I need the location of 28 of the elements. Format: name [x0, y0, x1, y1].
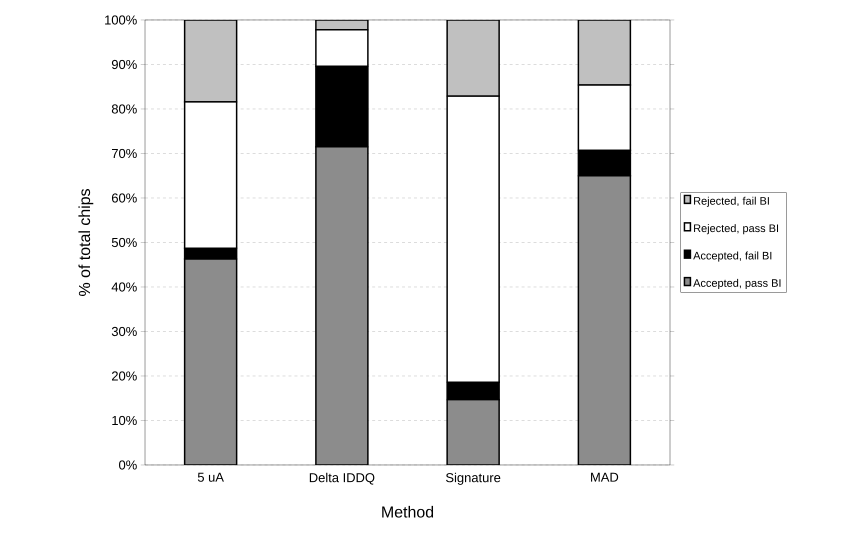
y-tick-label: 80% [112, 104, 137, 114]
y-tick-label: 60% [112, 193, 137, 203]
legend-label: Rejected, fail BI [694, 196, 769, 207]
y-axis-title: % of total chips [78, 189, 94, 296]
bar [184, 258, 238, 465]
bar [446, 20, 500, 97]
bar [578, 174, 632, 465]
x-axis-title: Method [382, 506, 434, 518]
legend-label: Accepted, fail BI [693, 251, 772, 262]
bar [578, 20, 632, 86]
y-tick-label: 50% [112, 238, 137, 248]
legend-label: Rejected, pass BI [694, 224, 778, 234]
y-tick-label: 90% [112, 60, 137, 70]
bar [446, 398, 500, 465]
y-tick-label: 30% [112, 326, 137, 336]
y-tick-label: 40% [112, 282, 137, 292]
bar [184, 20, 238, 103]
bar [315, 146, 369, 465]
x-tick-label: Delta IDDQ [310, 472, 374, 485]
x-tick-label: 5 uA [198, 472, 224, 482]
y-tick-label: 70% [112, 148, 137, 158]
y-tick-label: 20% [112, 371, 137, 381]
x-tick-label: MAD [591, 472, 618, 482]
y-tick-label: 0% [119, 460, 137, 470]
y-tick-label: 10% [112, 416, 137, 426]
y-tick-label: 100% [105, 15, 137, 25]
legend-label: Accepted, pass BI [693, 278, 780, 290]
x-tick-label: Signature [446, 472, 500, 485]
